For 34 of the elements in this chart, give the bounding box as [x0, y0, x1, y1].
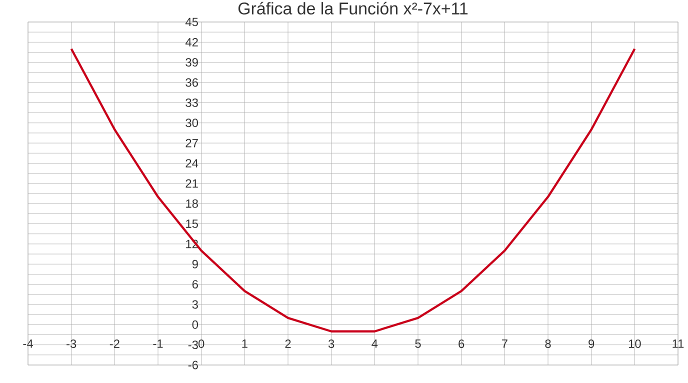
- x-tick-label: 0: [198, 340, 204, 348]
- y-tick-label: 6: [192, 280, 198, 289]
- y-tick-label: 9: [192, 260, 198, 268]
- y-tick-label: 0: [192, 320, 198, 329]
- y-tick-label: -6: [188, 360, 198, 370]
- x-tick-label: 7: [502, 340, 508, 348]
- x-tick-label: 3: [328, 340, 334, 348]
- x-tick-label: 11: [672, 340, 684, 348]
- y-tick-label: 42: [185, 38, 198, 46]
- y-tick-label: 33: [186, 98, 198, 107]
- x-tick-label: 9: [588, 340, 594, 348]
- y-tick-label: 30: [186, 118, 198, 128]
- y-tick-label: 36: [186, 78, 198, 87]
- line-series: [70, 48, 636, 332]
- x-tick-label: -2: [110, 340, 120, 348]
- x-tick-label: 10: [628, 340, 641, 348]
- x-tick-label: 6: [458, 340, 464, 348]
- x-tick-label: 4: [372, 340, 378, 348]
- y-tick-label: 3: [192, 300, 198, 309]
- x-tick-label: 2: [285, 340, 291, 348]
- y-tick-label: 18: [186, 199, 198, 208]
- chart-title: Gráfica de la Función x²-7x+11: [238, 2, 468, 15]
- y-tick-label: 45: [185, 18, 198, 26]
- y-tick-label: 15: [186, 220, 198, 228]
- y-tick-label: 27: [186, 138, 198, 148]
- x-tick-label: -4: [23, 340, 33, 348]
- y-tick-label: 21: [186, 179, 198, 188]
- x-tick-label: 8: [545, 340, 551, 348]
- x-tick-label: 1: [242, 340, 248, 348]
- x-tick-label: -3: [66, 340, 76, 348]
- y-tick-label: 39: [186, 58, 198, 67]
- x-tick-label: 5: [415, 340, 421, 348]
- y-tick-label: 24: [186, 159, 198, 168]
- x-tick-label: -1: [153, 340, 163, 348]
